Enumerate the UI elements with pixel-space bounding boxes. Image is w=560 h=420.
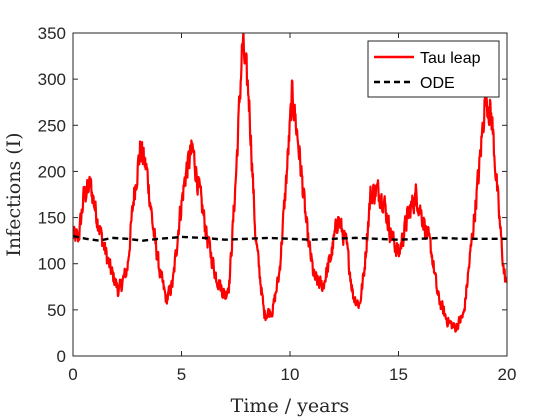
plot-area xyxy=(73,33,507,333)
series-line-ode xyxy=(73,234,507,242)
legend: Tau leap ODE xyxy=(367,40,500,98)
y-tick-label: 150 xyxy=(38,209,66,228)
series-line-tau-leap xyxy=(73,33,507,333)
legend-label-ode: ODE xyxy=(420,75,455,92)
x-tick-label: 15 xyxy=(389,365,408,384)
y-tick-label: 300 xyxy=(38,70,66,89)
y-axis-label: Infections (I) xyxy=(3,132,25,256)
y-tick-label: 200 xyxy=(38,162,66,181)
x-tick-label: 20 xyxy=(498,365,517,384)
y-tick-label: 250 xyxy=(38,116,66,135)
y-tick-label: 0 xyxy=(57,347,66,366)
x-axis-label: Time / years xyxy=(231,395,350,417)
y-tick-label: 50 xyxy=(47,301,66,320)
legend-box xyxy=(367,40,500,98)
legend-label-tau-leap: Tau leap xyxy=(420,50,481,67)
y-tick-label: 100 xyxy=(38,255,66,274)
x-tick-label: 0 xyxy=(68,365,77,384)
x-tick-label: 10 xyxy=(281,365,300,384)
x-tick-label: 5 xyxy=(177,365,186,384)
y-tick-label: 350 xyxy=(38,24,66,43)
